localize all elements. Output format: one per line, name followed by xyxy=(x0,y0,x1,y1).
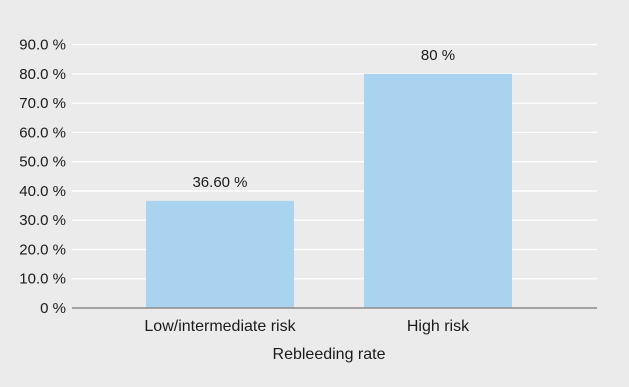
bars xyxy=(146,73,512,308)
x-tick-label: Low/intermediate risk xyxy=(144,318,296,335)
y-tick-label: 60.0 % xyxy=(19,124,66,141)
y-tick-label: 90.0 % xyxy=(19,37,66,54)
y-tick-label: 40.0 % xyxy=(19,183,66,200)
y-tick-label: 10.0 % xyxy=(19,271,66,288)
y-tick-label: 0 % xyxy=(40,300,66,317)
x-axis-title: Rebleeding rate xyxy=(273,346,386,363)
x-tick-label: High risk xyxy=(407,318,470,335)
y-tick-label: 30.0 % xyxy=(19,212,66,229)
data-label: 36.60 % xyxy=(192,174,247,191)
y-axis-tick-labels: 0 % 10.0 % 20.0 % 30.0 % 40.0 % 50.0 % 60.0 % 7… xyxy=(19,37,66,317)
bar xyxy=(364,73,512,308)
y-tick-label: 80.0 % xyxy=(19,66,66,83)
y-tick-label: 70.0 % xyxy=(19,95,66,112)
x-axis-tick-labels: Low/intermediate risk High risk xyxy=(144,318,470,335)
data-labels: 36.60 % 80 % xyxy=(192,47,455,191)
bar xyxy=(146,200,294,308)
y-tick-label: 50.0 % xyxy=(19,154,66,171)
y-tick-label: 20.0 % xyxy=(19,241,66,258)
data-label: 80 % xyxy=(421,47,455,64)
